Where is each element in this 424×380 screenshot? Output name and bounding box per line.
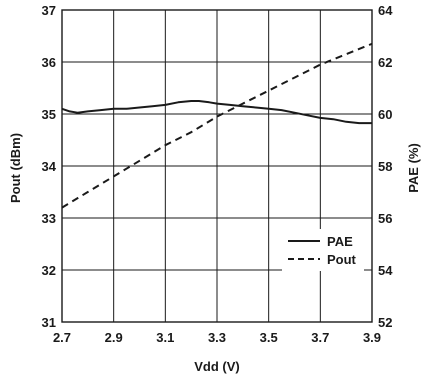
y-left-tick-label: 35 xyxy=(42,107,56,122)
legend-label-pae: PAE xyxy=(327,234,353,249)
y-left-tick-label: 33 xyxy=(42,211,56,226)
x-tick-label: 3.9 xyxy=(363,330,381,345)
y-right-tick-label: 64 xyxy=(378,3,393,18)
y-left-tick-label: 32 xyxy=(42,263,56,278)
x-tick-label: 3.5 xyxy=(260,330,278,345)
y-right-tick-label: 56 xyxy=(378,211,392,226)
x-tick-label: 3.1 xyxy=(156,330,174,345)
y-left-tick-label: 34 xyxy=(42,159,57,174)
x-tick-label: 3.3 xyxy=(208,330,226,345)
y-left-tick-label: 31 xyxy=(42,315,56,330)
grid xyxy=(62,10,372,322)
legend-label-pout: Pout xyxy=(327,252,357,267)
y-left-tick-label: 37 xyxy=(42,3,56,18)
y-right-tick-label: 62 xyxy=(378,55,392,70)
legend: PAE Pout xyxy=(282,229,364,271)
x-tick-label: 2.7 xyxy=(53,330,71,345)
y-right-tick-label: 52 xyxy=(378,315,392,330)
x-tick-label: 2.9 xyxy=(105,330,123,345)
y-right-tick-label: 60 xyxy=(378,107,392,122)
y-axis-left-title: Pout (dBm) xyxy=(8,133,23,203)
y-right-tick-label: 54 xyxy=(378,263,393,278)
x-tick-label: 3.7 xyxy=(311,330,329,345)
x-axis-title: Vdd (V) xyxy=(194,359,240,374)
y-right-tick-label: 58 xyxy=(378,159,392,174)
y-left-tick-label: 36 xyxy=(42,55,56,70)
y-axis-right-title: PAE (%) xyxy=(406,143,421,193)
